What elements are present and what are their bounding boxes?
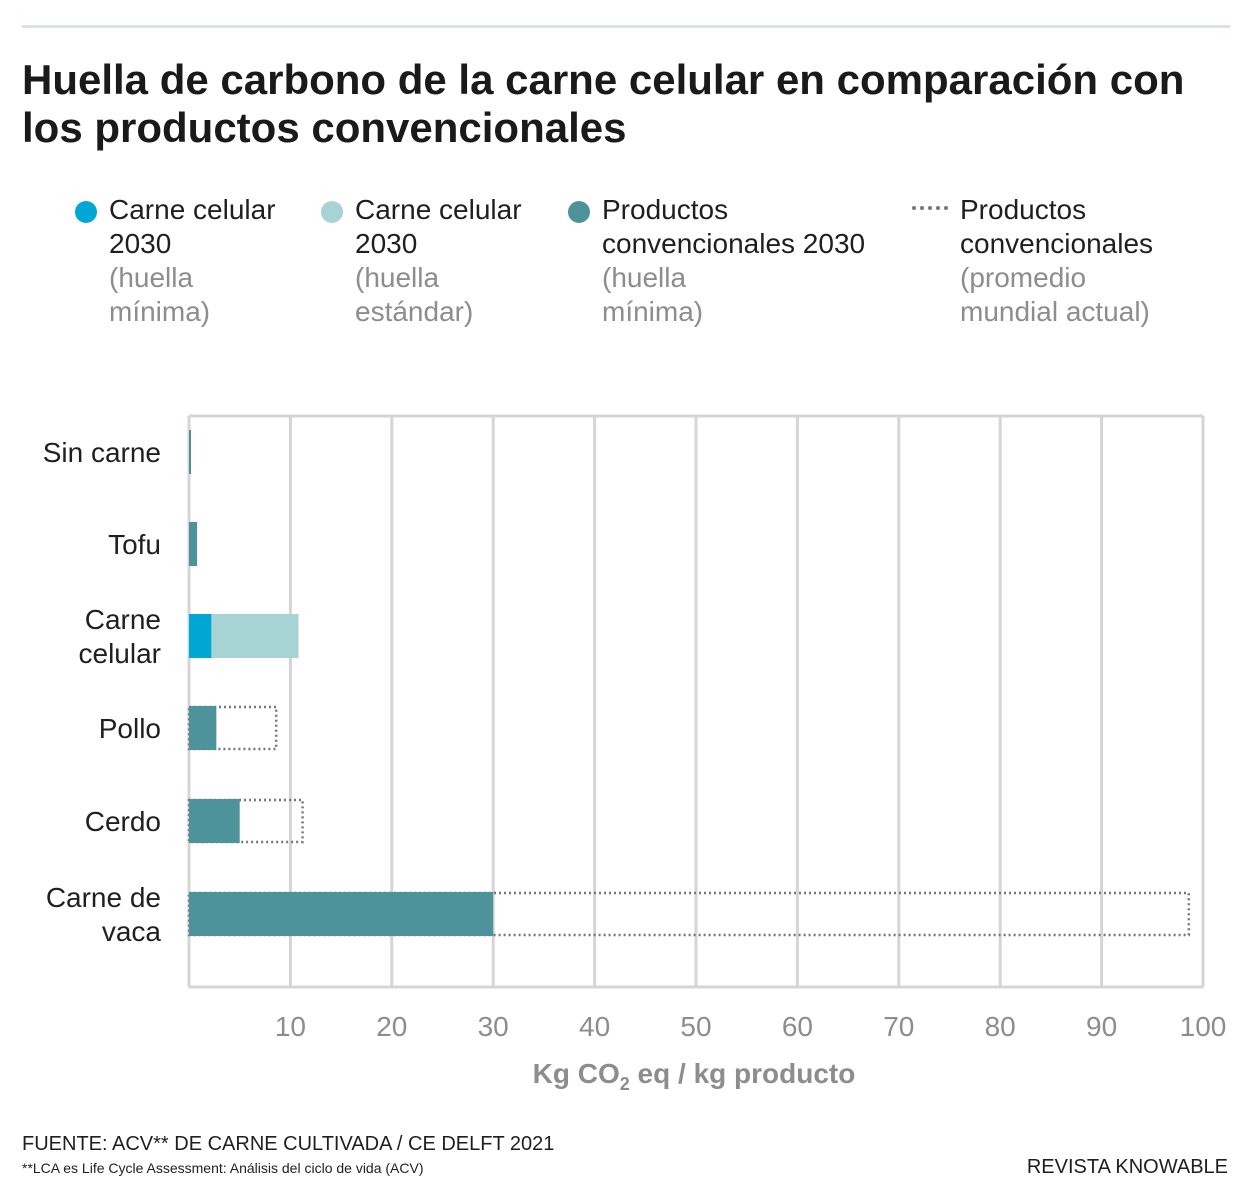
legend-label: Productos convencionales <box>960 194 1154 259</box>
bar-conventional-minimum <box>189 706 217 750</box>
category-label: Sin carne <box>43 437 161 468</box>
x-tick-label: 100 <box>1180 1011 1227 1042</box>
category-label: Cerdo <box>85 806 161 837</box>
bar-current-average <box>187 891 1191 937</box>
legend-item-cellular-std: Carne celular 2030 (huella estándar) <box>321 193 545 329</box>
legend-label: Productos convencionales 2030 <box>602 194 866 259</box>
bar-cellular-minimum <box>189 614 212 658</box>
source-note: FUENTE: ACV** DE CARNE CULTIVADA / CE DE… <box>22 1133 555 1155</box>
x-tick-label: 70 <box>883 1011 914 1042</box>
legend-label: Carne celular 2030 <box>355 194 522 259</box>
legend-sublabel: (huella mínima) <box>602 262 704 327</box>
brand-credit: REVISTA KNOWABLE <box>1026 1156 1228 1178</box>
bar-conventional-minimum <box>189 892 494 936</box>
bar-conventional-minimum <box>189 799 240 843</box>
chart-title: Huella de carbono de la carne celular en… <box>22 56 1185 151</box>
x-tick-label: 30 <box>478 1011 509 1042</box>
top-rule <box>22 25 1230 28</box>
legend-swatch-cellular-std-icon <box>321 201 343 223</box>
x-tick-label: 40 <box>579 1011 610 1042</box>
legend-sublabel: (huella estándar) <box>355 262 474 327</box>
legend-swatch-cellular-min-icon <box>75 201 97 223</box>
category-label: Tofu <box>108 529 161 560</box>
legend-label: Carne celular 2030 <box>109 194 276 259</box>
legend-item-conventional-min: Productos convencionales 2030 (huella mí… <box>568 193 902 329</box>
legend-item-cellular-min: Carne celular 2030 (huella mínima) <box>75 193 299 329</box>
x-tick-label: 80 <box>985 1011 1016 1042</box>
bar-conventional-minimum <box>189 430 191 474</box>
x-tick-label: 60 <box>782 1011 813 1042</box>
legend-sublabel: (huella mínima) <box>109 262 211 327</box>
x-tick-label: 20 <box>376 1011 407 1042</box>
x-axis-label: Kg CO2 eq / kg producto <box>533 1058 856 1094</box>
category-label: Carne de vaca <box>46 882 162 947</box>
category-label: Carne celular <box>79 604 161 669</box>
x-tick-label: 50 <box>680 1011 711 1042</box>
x-tick-label: 90 <box>1086 1011 1117 1042</box>
legend-sublabel: (promedio mundial actual) <box>960 262 1150 327</box>
x-tick-label: 10 <box>275 1011 306 1042</box>
category-label: Pollo <box>99 713 161 744</box>
legend-dotted-line-icon <box>912 206 948 210</box>
footnote: **LCA es Life Cycle Assessment: Análisis… <box>22 1160 424 1176</box>
legend-swatch-conventional-min-icon <box>568 201 590 223</box>
legend-item-conventional-avg: Productos convencionales (promedio mundi… <box>912 193 1200 329</box>
bar-conventional-minimum <box>189 522 198 566</box>
